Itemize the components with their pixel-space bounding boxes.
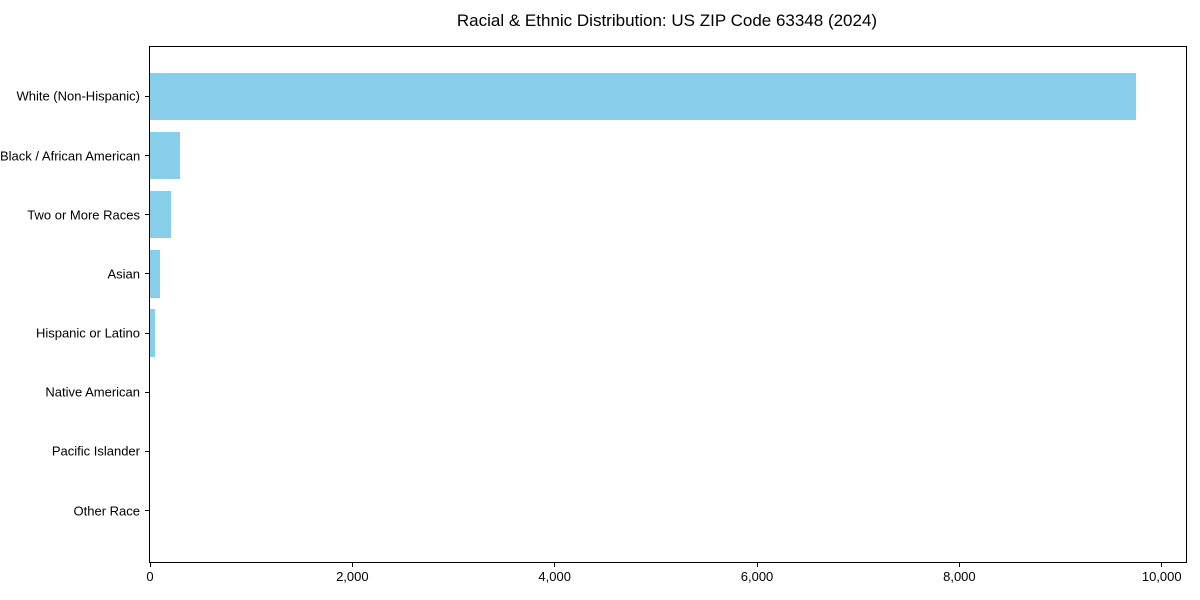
- y-tick-mark: [145, 155, 149, 156]
- y-tick-label: Asian: [107, 266, 140, 282]
- y-tick-mark: [145, 450, 149, 452]
- y-tick-label: Black / African American: [0, 148, 141, 163]
- y-tick-mark: [145, 391, 149, 393]
- y-tick-label: Two or More Races: [27, 207, 140, 223]
- chart-title: Racial & Ethnic Distribution: US ZIP Cod…: [456, 11, 878, 30]
- x-tick-label: 6,000: [740, 569, 774, 584]
- x-tick-label: 4,000: [538, 569, 571, 584]
- x-tick-mark: [351, 563, 353, 567]
- y-tick-mark: [145, 95, 149, 97]
- y-tick-mark: [145, 273, 149, 275]
- y-tick-mark: [145, 510, 149, 512]
- bar: [150, 309, 155, 357]
- bar: [150, 250, 160, 298]
- x-tick-label: 10,000: [1141, 569, 1182, 584]
- y-tick-mark: [145, 214, 149, 216]
- x-tick-mark: [149, 563, 151, 567]
- y-tick-mark: [145, 332, 149, 334]
- x-tick-label: 8,000: [943, 569, 976, 584]
- y-tick-label: Native American: [45, 384, 140, 400]
- x-tick-mark: [554, 563, 556, 567]
- bar: [150, 131, 181, 180]
- x-tick-label: 2,000: [336, 569, 369, 584]
- x-tick-label: 0: [146, 569, 154, 584]
- x-tick-mark: [1161, 563, 1163, 567]
- x-tick-mark: [756, 563, 758, 567]
- y-tick-label: Other Race: [73, 503, 140, 519]
- plot-area: [149, 46, 1187, 563]
- bar: [150, 72, 1137, 120]
- bar: [150, 191, 171, 239]
- y-tick-label: Hispanic or Latino: [35, 325, 140, 341]
- y-tick-label: White (Non-Hispanic): [16, 88, 140, 104]
- y-tick-label: Pacific Islander: [51, 443, 140, 459]
- x-tick-mark: [958, 563, 960, 567]
